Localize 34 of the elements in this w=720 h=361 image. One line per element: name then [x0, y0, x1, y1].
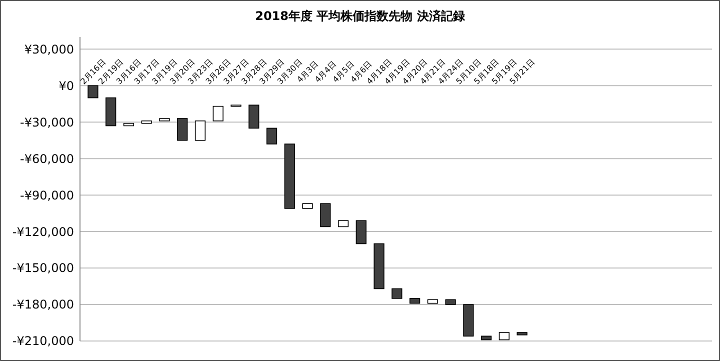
chart-title: 2018年度 平均株価指数先物 決済記録 — [255, 9, 465, 23]
bar — [427, 299, 438, 304]
bar — [177, 118, 188, 141]
bar — [194, 120, 206, 141]
bar — [141, 120, 152, 124]
y-tick-label: -¥30,000 — [20, 115, 74, 130]
bar — [338, 220, 349, 228]
bar — [320, 203, 331, 228]
bar — [159, 118, 170, 122]
bar — [123, 122, 134, 126]
bar — [409, 298, 420, 304]
y-tick-label: -¥180,000 — [12, 298, 74, 312]
bar — [212, 106, 224, 122]
bar — [88, 85, 98, 98]
bar — [248, 104, 260, 129]
y-tick-label: -¥120,000 — [12, 224, 74, 239]
bar — [284, 144, 295, 209]
y-tick-label: ¥30,000 — [24, 42, 74, 56]
y-tick-label: -¥90,000 — [20, 188, 74, 202]
bar — [374, 243, 384, 290]
y-tick-label: ¥0 — [58, 78, 74, 93]
bar — [498, 332, 510, 340]
bar — [356, 220, 366, 244]
y-tick-label: -¥210,000 — [12, 334, 74, 348]
bar — [516, 332, 528, 336]
bar — [106, 97, 116, 126]
y-tick-label: -¥60,000 — [20, 152, 74, 166]
bar — [392, 288, 402, 299]
bar — [481, 336, 492, 340]
bar — [266, 128, 278, 144]
y-tick-label: -¥150,000 — [12, 261, 74, 276]
bar — [463, 304, 474, 337]
bar — [302, 203, 313, 209]
bar — [445, 299, 456, 305]
